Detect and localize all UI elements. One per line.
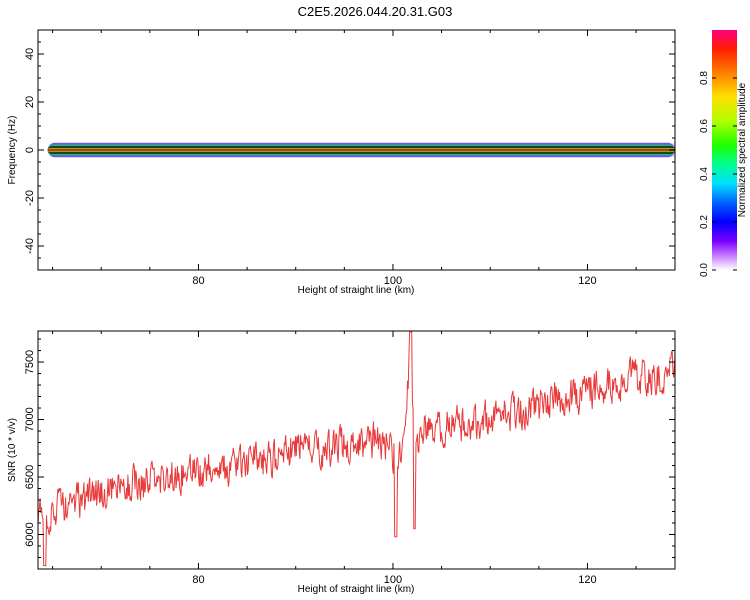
snr-ticks: 80 100 120 6000 6500 7000 7500 [24,331,675,586]
y-tick-label: 6500 [24,465,36,489]
y-tick-label: 40 [24,48,36,60]
spectrogram-panel: 80 100 120 -40 -20 0 20 40 Height of straight l… [7,29,676,296]
x-tick-label: 100 [384,275,402,287]
colorbar-tick-label: 0.2 [699,215,710,229]
x-tick-label: 120 [578,574,596,586]
snr-ylabel: SNR (10 * v/v) [7,418,18,482]
colorbar: 0.0 0.2 0.4 0.6 0.8 Normalized spectral ampl… [699,30,748,277]
x-tick-label: 80 [192,574,204,586]
chart-title: C2E5.2026.044.20.31.G03 [298,4,453,19]
snr-xlabel: Height of straight line (km) [298,584,415,595]
y-tick-label: 6000 [24,522,36,546]
spectrogram-xlabel: Height of straight line (km) [298,285,415,296]
y-tick-label: -20 [24,190,36,206]
colorbar-label: Normalized spectral amplitude [737,82,748,217]
spectrum-ridge-center [47,148,675,152]
snr-frame [37,330,676,570]
colorbar-tick-label: 0.4 [699,167,710,181]
x-tick-label: 100 [384,574,402,586]
y-tick-label: 7000 [24,407,36,431]
y-tick-label: 0 [24,147,36,153]
snr-panel: 80 100 120 6000 6500 7000 7500 Height of strai… [7,330,676,595]
colorbar-tick-label: 0.8 [699,71,710,85]
colorbar-tick-label: 0.6 [699,119,710,133]
colorbar-gradient [712,30,737,270]
y-tick-label: -40 [24,238,36,254]
x-tick-label: 120 [578,275,596,287]
snr-plot-area [38,331,675,567]
y-tick-label: 20 [24,96,36,108]
colorbar-ticks: 0.0 0.2 0.4 0.6 0.8 [699,71,737,277]
snr-series-line [38,331,675,567]
spectrogram-ticks: 80 100 120 -40 -20 0 20 40 [24,29,675,287]
y-tick-label: 7500 [24,350,36,374]
spectrogram-plot-area [47,142,675,158]
colorbar-tick-label: 0.0 [699,263,710,277]
spectrogram-ylabel: Frequency (Hz) [7,116,18,185]
x-tick-label: 80 [192,275,204,287]
